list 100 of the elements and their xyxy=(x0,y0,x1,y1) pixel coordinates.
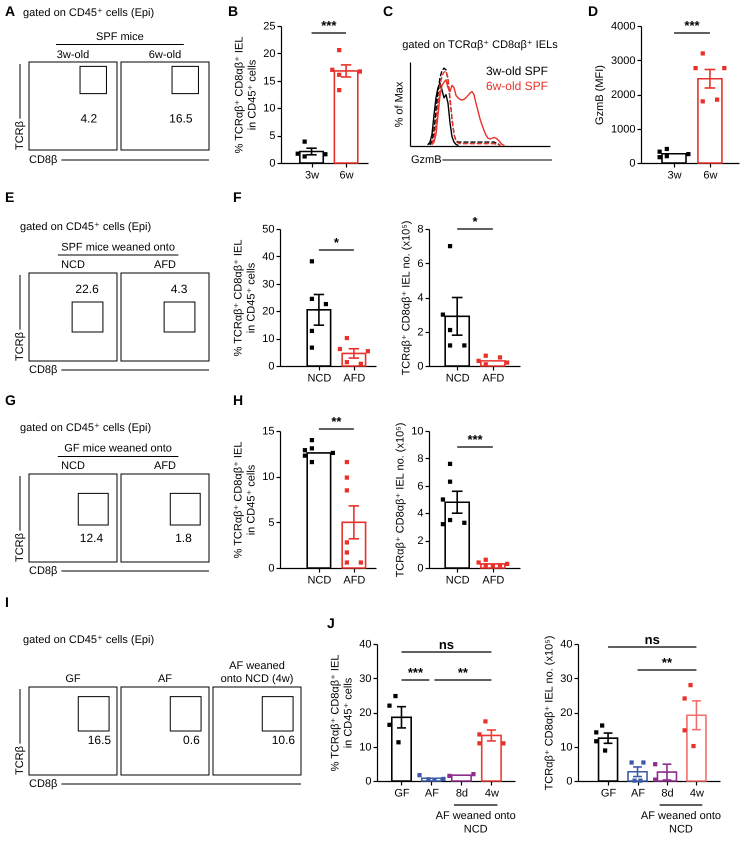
annotation: *** xyxy=(467,432,484,447)
y-axis-title: % TCRαβ⁺ CD8αβ⁺ IEL in CD45⁺ cells xyxy=(232,240,258,356)
y-tick-label: 10 xyxy=(263,102,276,115)
y-tick-label: 20 xyxy=(262,306,274,318)
chart-title: C xyxy=(383,3,394,19)
chart-subtitle: gated on TCRαβ⁺ CD8αβ⁺ IELs xyxy=(402,39,558,51)
y-axis-title: GzmB (MFI) xyxy=(594,65,606,125)
y-tick-label: 10 xyxy=(359,741,372,754)
chart-title: D xyxy=(588,3,598,19)
data-label: 10.6 xyxy=(272,732,296,747)
bar xyxy=(450,774,472,782)
x-tick-label: AFD xyxy=(482,574,504,586)
text: SPF mice xyxy=(96,31,144,43)
data-label: 16.5 xyxy=(169,111,193,126)
chart-title: J xyxy=(327,615,335,631)
chart-title: H xyxy=(233,392,244,408)
y-tick-label: 30 xyxy=(560,672,572,685)
y-tick-label: 10 xyxy=(262,333,274,346)
category-label: 3w-old xyxy=(56,49,90,61)
y-axis-title: % of Max xyxy=(394,81,406,128)
y-tick-label: 25 xyxy=(263,20,276,32)
x-tick-label: AF xyxy=(424,788,440,800)
annotation: *** xyxy=(684,18,700,33)
chart-title: B xyxy=(228,3,238,19)
text: TCRβ xyxy=(14,121,26,150)
x-tick-label: GF xyxy=(600,788,616,800)
bar xyxy=(480,734,502,782)
annotation: * xyxy=(334,235,340,250)
text: I xyxy=(5,594,9,610)
text: ** xyxy=(331,414,342,429)
x-tick-label: NCD xyxy=(307,574,332,586)
y-tick-label: 6 xyxy=(417,258,424,270)
y-tick-label: 20 xyxy=(263,48,276,60)
y-axis-title: TCRαβ⁺ CD8αβ⁺ IEL no. (x10⁵) xyxy=(394,422,406,578)
y-tick-label: 2 xyxy=(417,326,424,338)
text: CD8β xyxy=(29,565,58,577)
x-tick-label: 4w xyxy=(484,788,499,800)
x-tick-label: GF xyxy=(394,788,410,800)
text: A xyxy=(5,3,16,19)
x-tick-label: 4w xyxy=(690,788,704,800)
annotation: ns xyxy=(644,632,660,647)
text: gated on CD45⁺ cells (Epi) xyxy=(20,221,152,233)
category-label: AFD xyxy=(154,460,176,472)
category-label: AF xyxy=(158,673,172,685)
y-tick-label: 0 xyxy=(417,360,424,372)
text: TCRβ xyxy=(14,533,26,562)
x-tick-label: 6w xyxy=(340,170,354,182)
y-tick-label: 2 xyxy=(417,535,424,548)
x-tick-label: 8d xyxy=(661,788,674,800)
y-tick-label: 20 xyxy=(560,707,572,719)
x-tick-label: NCD xyxy=(446,574,470,586)
data-label: 0.6 xyxy=(183,732,200,747)
annotation: ** xyxy=(458,665,469,680)
data-label: 16.5 xyxy=(88,732,112,747)
data-label: 4.3 xyxy=(170,282,188,296)
annotation: ns xyxy=(438,637,454,652)
y-tick-label: 0 xyxy=(268,562,274,574)
text: 3w-old SPF xyxy=(486,64,548,78)
y-tick-label: 0 xyxy=(629,158,636,170)
y-tick-label: 6 xyxy=(417,480,424,492)
text: E xyxy=(5,189,14,205)
x-tick-label: 8d xyxy=(456,788,468,800)
category-label: GF xyxy=(65,673,81,685)
annotation: *** xyxy=(408,665,424,680)
y-tick-label: 1000 xyxy=(611,123,636,136)
y-tick-label: 3000 xyxy=(611,54,636,67)
category-label: AFD xyxy=(154,259,176,271)
text: gated on CD45⁺ cells (Epi) xyxy=(23,634,154,646)
y-tick-label: 4 xyxy=(417,508,424,520)
text: CD8β xyxy=(29,154,58,166)
y-axis-title: TCRαβ⁺ CD8αβ⁺ IEL no. (x10⁵) xyxy=(543,636,556,790)
y-tick-label: 5 xyxy=(269,130,276,142)
series-label: 6w-old SPF xyxy=(486,79,548,93)
y-tick-label: 50 xyxy=(262,224,274,236)
x-tick-label: AFD xyxy=(482,372,504,384)
y-tick-label: 4000 xyxy=(611,20,636,32)
y-axis-title: % TCRαβ⁺ CD8αβ⁺ IEL in CD45⁺ cells xyxy=(232,442,258,558)
category-label: NCD xyxy=(61,259,85,271)
text: GF mice weaned onto xyxy=(64,442,172,454)
y-tick-label: 10 xyxy=(262,471,274,484)
data-label: 12.4 xyxy=(80,531,104,546)
annotation: ** xyxy=(662,655,673,670)
y-tick-label: 40 xyxy=(262,250,274,263)
category-label: AF weaned onto NCD (4w) xyxy=(220,660,294,685)
y-tick-label: 20 xyxy=(359,707,372,719)
y-tick-label: 15 xyxy=(263,75,276,88)
data-label: 22.6 xyxy=(75,282,100,296)
category-label: NCD xyxy=(61,460,85,472)
text: * xyxy=(472,214,479,229)
y-tick-label: 8 xyxy=(417,452,424,465)
y-tick-label: 0 xyxy=(365,776,372,788)
y-tick-label: 10 xyxy=(411,426,424,438)
x-tick-label: NCD xyxy=(446,372,470,384)
x-tick-label: AF xyxy=(630,788,646,800)
text: G xyxy=(5,392,16,408)
data-label: 1.8 xyxy=(175,531,192,546)
text: CD8β xyxy=(29,364,58,376)
y-tick-label: 30 xyxy=(262,278,274,290)
y-tick-label: 15 xyxy=(262,426,274,438)
y-axis-title: TCRαβ⁺ CD8αβ⁺ IEL no. (x10⁵) xyxy=(400,220,412,376)
